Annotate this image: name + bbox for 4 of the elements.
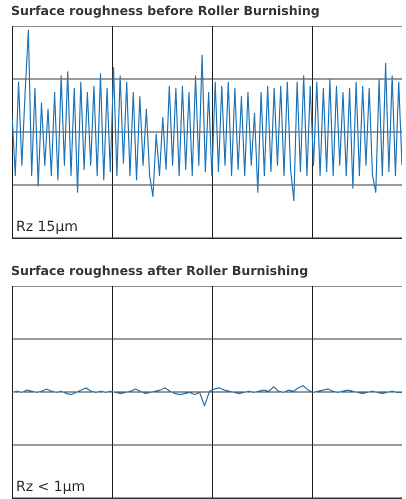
annotation: Rz < 1µm <box>16 479 86 495</box>
chart-title: Surface roughness before Roller Burnishing <box>11 3 320 18</box>
annotation: Rz 15µm <box>16 219 78 235</box>
chart-title: Surface roughness after Roller Burnishing <box>11 263 308 278</box>
